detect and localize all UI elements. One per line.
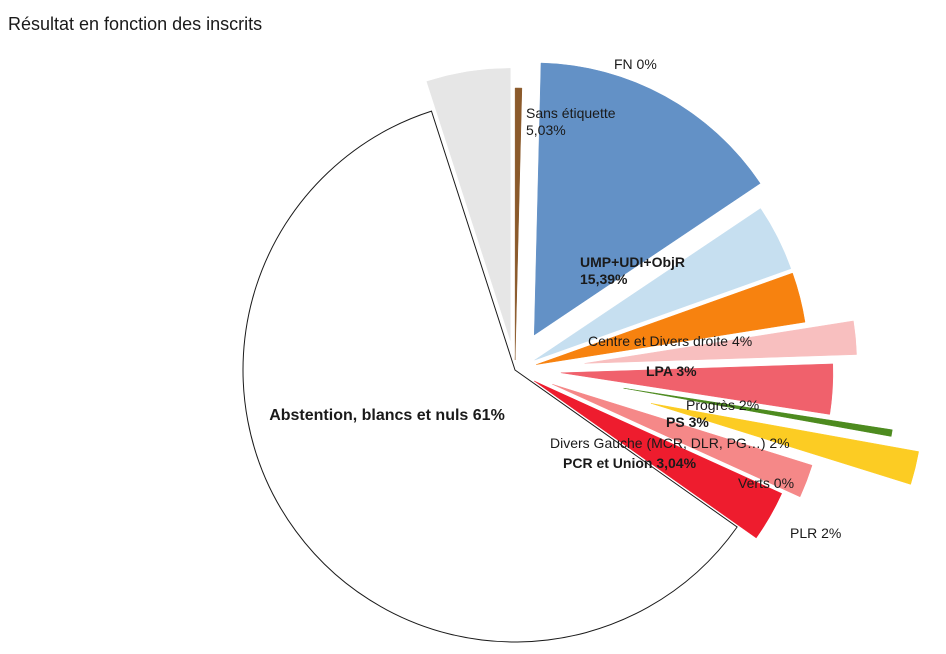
slice-label-4: Progrès 2% [686,397,759,413]
slice-label-9: PCR et Union 3,04% [563,455,697,471]
slice-label-7: PLR 2% [790,525,841,541]
slice-label-2: Centre et Divers droite 4% [588,333,752,349]
slice-label-0: FN 0% [614,56,657,72]
pie-slice-3 [536,272,806,365]
slice-label-8: Divers Gauche (MCR, DLR, PG…) 2% [550,435,790,451]
pie-slice-6 [623,387,893,437]
chart-title: Résultat en fonction des inscrits [8,14,263,34]
slice-label-6: Verts 0% [738,475,794,491]
slice-label-11: Sans étiquette 5,03% [526,105,616,138]
pie-slice-9 [533,380,783,539]
pie-slice-1 [533,62,761,336]
slice-label-3: LPA 3% [646,363,697,379]
slice-label-5: PS 3% [666,414,709,430]
pie-slice-4 [584,320,857,364]
slice-label-1: UMP+UDI+ObjR 15,39% [580,254,685,287]
pie-slice-8 [552,384,813,498]
pie-slice-7 [650,403,919,485]
slice-label-10: Abstention, blancs et nuls 61% [269,407,505,424]
pie-slice-5 [560,363,834,415]
pie-slice-11 [426,68,511,341]
pie-slice-0 [514,87,523,361]
pie-slice-10 [242,110,738,643]
pie-slice-2 [534,208,792,361]
